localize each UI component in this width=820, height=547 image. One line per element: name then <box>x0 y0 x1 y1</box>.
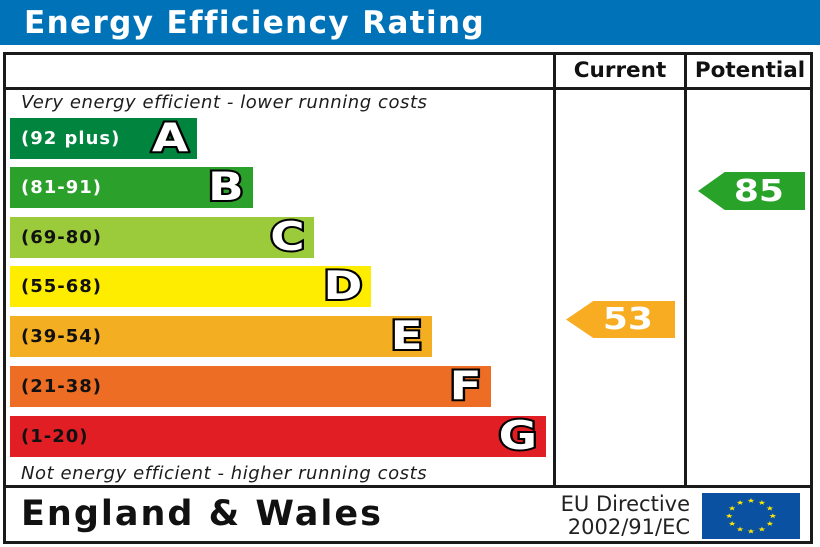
note-very-efficient: Very energy efficient - lower running co… <box>21 92 428 113</box>
band-e-bar: (39-54) E <box>10 314 432 359</box>
note-not-efficient: Not energy efficient - higher running co… <box>21 463 428 484</box>
column-divider-current <box>553 55 556 485</box>
eu-flag-stars <box>725 498 777 534</box>
band-b-letter: B <box>206 165 246 210</box>
band-d-letter: D <box>321 264 365 309</box>
footer-row-divider <box>6 485 813 488</box>
eu-flag <box>702 493 800 539</box>
potential-rating-value: 85 <box>733 173 785 209</box>
band-f-range-label: (21-38) <box>21 376 103 397</box>
band-a-letter: A <box>149 116 190 161</box>
column-header-potential: Potential <box>694 57 806 83</box>
band-f-letter: F <box>448 364 485 409</box>
column-divider-potential <box>684 55 687 485</box>
current-rating-arrow: 53 <box>566 301 675 338</box>
header-row-divider <box>6 87 813 90</box>
chart-title: Energy Efficiency Rating <box>24 4 486 41</box>
column-header-current: Current <box>573 57 667 83</box>
potential-rating-arrow: 85 <box>698 172 805 210</box>
band-g-bar: (1-20) G <box>10 414 546 459</box>
band-c-bar: (69-80) C <box>10 215 314 260</box>
footer-eu-directive-line2: 2002/91/EC <box>567 515 690 539</box>
footer-region-label: England & Wales <box>21 494 383 534</box>
band-b-range-label: (81-91) <box>21 177 103 198</box>
band-d-bar: (55-68) D <box>10 264 371 309</box>
band-c-range-label: (69-80) <box>21 227 103 248</box>
footer-eu-directive-line1: EU Directive <box>560 492 690 516</box>
band-a-bar: (92 plus) A <box>10 116 197 161</box>
band-a-range-label: (92 plus) <box>21 128 121 149</box>
footer-eu-directive: EU Directive 2002/91/EC <box>470 493 690 539</box>
band-f-bar: (21-38) F <box>10 364 491 409</box>
band-e-letter: E <box>389 314 426 359</box>
current-rating-value: 53 <box>602 302 654 337</box>
band-b-bar: (81-91) B <box>10 165 253 210</box>
chart-table-frame <box>3 52 813 544</box>
band-e-range-label: (39-54) <box>21 326 103 347</box>
band-d-range-label: (55-68) <box>21 276 103 297</box>
band-g-letter: G <box>496 414 539 459</box>
band-c-letter: C <box>268 215 307 260</box>
band-g-range-label: (1-20) <box>21 426 89 447</box>
chart-header-bar: Energy Efficiency Rating <box>0 0 820 45</box>
